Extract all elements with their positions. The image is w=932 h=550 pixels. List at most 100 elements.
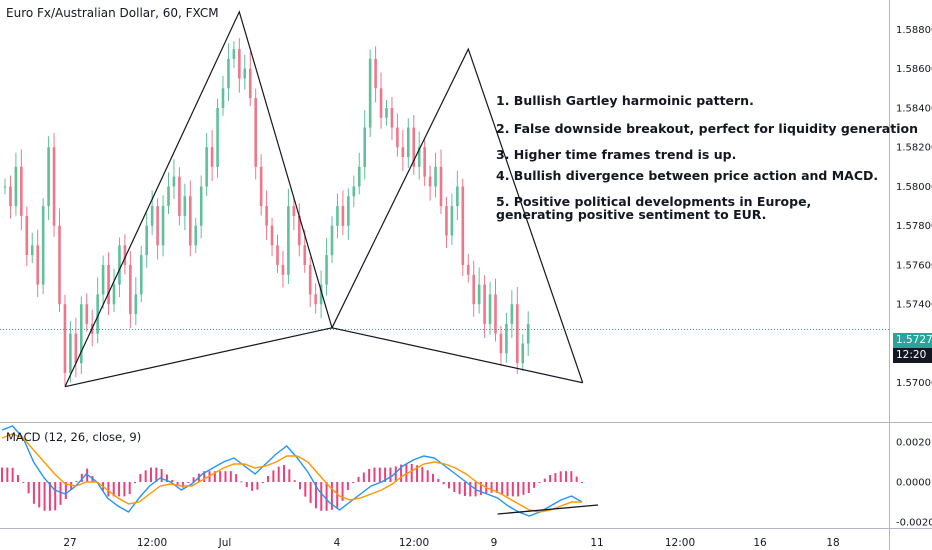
- time-tick-label: 11: [590, 537, 603, 549]
- macd-line: [1, 425, 583, 517]
- note-5: 5. Positive political developments in Eu…: [496, 194, 812, 222]
- candle-body: [374, 58, 377, 89]
- candle: [374, 46, 377, 103]
- candle: [521, 334, 525, 371]
- candle: [385, 100, 388, 126]
- candle-body: [516, 304, 519, 364]
- candle: [336, 193, 339, 239]
- candles: [3, 38, 530, 386]
- candle-body: [494, 294, 497, 334]
- histogram-bar: [261, 482, 264, 483]
- candle: [183, 183, 187, 231]
- histogram-bar: [251, 482, 254, 491]
- candle: [210, 129, 214, 181]
- histogram-bar: [107, 482, 110, 497]
- candle: [461, 178, 465, 276]
- candle-body: [368, 58, 372, 128]
- histogram-bar: [336, 482, 339, 508]
- candle-body: [183, 196, 187, 216]
- candle-body: [134, 294, 138, 315]
- candle-body: [227, 58, 230, 89]
- candle: [30, 232, 34, 264]
- candle: [9, 175, 12, 219]
- candle-body: [314, 294, 317, 305]
- histogram-bar: [1, 467, 3, 482]
- price-tick-label: 1.57400: [896, 300, 932, 311]
- histogram-bar: [267, 475, 270, 482]
- candle-body: [308, 264, 312, 295]
- candle: [52, 133, 56, 237]
- candle: [254, 88, 257, 180]
- histogram-bar: [112, 482, 115, 497]
- candle: [417, 131, 421, 180]
- histogram-bar: [48, 482, 51, 511]
- candle: [47, 136, 50, 221]
- candle-body: [276, 245, 279, 265]
- symbol-title: Euro Fx/Australian Dollar, 60, FXCM: [6, 6, 219, 20]
- candle: [477, 267, 481, 314]
- histogram-bar: [533, 482, 536, 488]
- histogram-bar: [362, 472, 365, 482]
- candle: [238, 38, 241, 93]
- candle: [526, 311, 530, 357]
- candle: [325, 237, 328, 296]
- candle: [330, 216, 334, 264]
- candle-body: [456, 186, 459, 207]
- time-tick-label: 9: [491, 537, 498, 549]
- candle: [423, 139, 426, 187]
- histogram-bar: [400, 464, 403, 482]
- histogram-bar: [373, 467, 376, 482]
- price-tick-label: 1.58600: [896, 64, 932, 75]
- time-tick-label: 27: [63, 537, 76, 549]
- candle: [167, 172, 170, 214]
- candle: [368, 49, 372, 138]
- histogram-bar: [394, 466, 397, 482]
- histogram-bar: [432, 473, 435, 482]
- candle: [499, 325, 503, 366]
- candle-body: [270, 225, 274, 246]
- candle-body: [412, 127, 416, 167]
- histogram-bar: [341, 482, 344, 501]
- histogram-bar: [458, 482, 461, 495]
- histogram-bar: [6, 467, 9, 482]
- candle: [407, 118, 410, 169]
- candle-body: [248, 68, 252, 99]
- histogram-bar: [192, 477, 195, 482]
- candle: [96, 277, 99, 344]
- candle: [276, 234, 279, 273]
- histogram-bar: [155, 467, 158, 482]
- candle: [145, 213, 148, 268]
- histogram-bar: [352, 482, 355, 483]
- candle: [265, 190, 268, 240]
- candle: [379, 72, 383, 129]
- histogram-bar: [272, 470, 275, 482]
- candle-body: [259, 166, 263, 207]
- candle: [25, 206, 29, 267]
- gartley-xb-line: [64, 327, 333, 388]
- candle: [341, 190, 345, 236]
- candle: [178, 167, 181, 226]
- candle-body: [129, 264, 132, 315]
- histogram-bar: [240, 481, 243, 483]
- histogram-bar: [447, 482, 450, 489]
- candle: [510, 290, 514, 338]
- candle-body: [14, 166, 18, 207]
- histogram-bar: [581, 482, 583, 483]
- histogram-bar: [128, 482, 131, 495]
- histogram-bar: [59, 482, 62, 505]
- histogram-bar: [64, 482, 67, 500]
- macd-tick-label: 0.0020: [896, 438, 931, 449]
- histogram-bar: [495, 482, 498, 493]
- candle-body: [107, 264, 110, 305]
- candle-body: [319, 284, 323, 305]
- candle-body: [526, 323, 530, 344]
- candle-body: [52, 147, 56, 226]
- candle-body: [112, 284, 116, 305]
- candle-body: [303, 245, 307, 265]
- candle-body: [30, 245, 34, 256]
- histogram-bar: [160, 469, 163, 482]
- candle: [232, 41, 236, 69]
- candle: [363, 110, 366, 180]
